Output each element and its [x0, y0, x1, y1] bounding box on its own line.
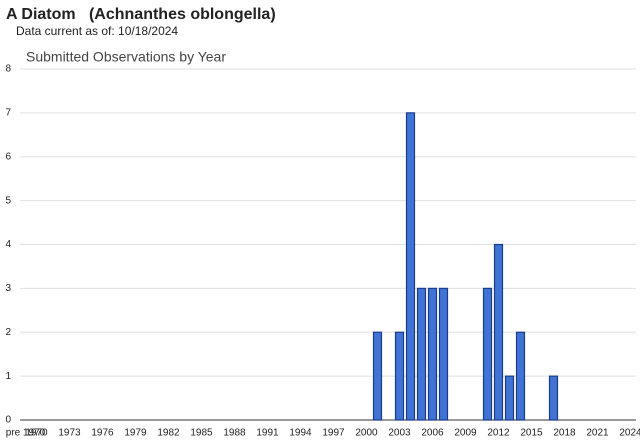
bar — [515, 331, 526, 421]
x-tick-label: 2000 — [355, 428, 378, 439]
x-tick-label: 1979 — [124, 428, 147, 439]
x-tick-label: 1973 — [58, 428, 81, 439]
y-tick-label: 8 — [5, 64, 11, 75]
x-tick-label: 2024 — [619, 428, 640, 439]
bar — [493, 243, 504, 421]
bar — [438, 287, 449, 421]
x-tick-label: 1988 — [223, 428, 246, 439]
subtitle: Data current as of: 10/18/2024 — [16, 24, 178, 38]
x-tick-label: 2015 — [520, 428, 543, 439]
bar — [482, 287, 493, 421]
y-tick-label: 0 — [5, 415, 11, 426]
x-tick-label: pre 1970 — [6, 428, 46, 439]
x-tick-label: 1994 — [289, 428, 312, 439]
x-tick-label: 1985 — [190, 428, 213, 439]
y-tick-label: 7 — [5, 108, 11, 119]
bar — [548, 375, 559, 421]
x-tick-label: 1997 — [322, 428, 345, 439]
bar — [504, 375, 515, 421]
x-tick-label: 1991 — [256, 428, 279, 439]
y-tick-label: 5 — [5, 195, 11, 206]
bar — [427, 287, 438, 421]
x-tick-label: 2006 — [421, 428, 444, 439]
x-tick-label: 1976 — [91, 428, 114, 439]
x-tick-label: 1970 — [25, 428, 48, 439]
bar — [394, 331, 405, 421]
y-tick-label: 3 — [5, 283, 11, 294]
x-tick-label: 2003 — [388, 428, 411, 439]
bar — [416, 287, 427, 421]
y-tick-label: 4 — [5, 239, 11, 250]
chart-title: Submitted Observations by Year — [26, 49, 226, 65]
x-tick-label: 2009 — [454, 428, 477, 439]
bar — [405, 112, 416, 421]
y-tick-label: 1 — [5, 371, 11, 382]
y-tick-label: 6 — [5, 151, 11, 162]
x-tick-label: 2021 — [586, 428, 609, 439]
x-tick-label: 1982 — [157, 428, 180, 439]
page-title: A Diatom (Achnanthes oblongella) — [6, 6, 276, 23]
y-tick-label: 2 — [5, 327, 11, 338]
bar — [372, 331, 383, 421]
x-tick-label: 2012 — [487, 428, 510, 439]
x-tick-label: 2018 — [553, 428, 576, 439]
